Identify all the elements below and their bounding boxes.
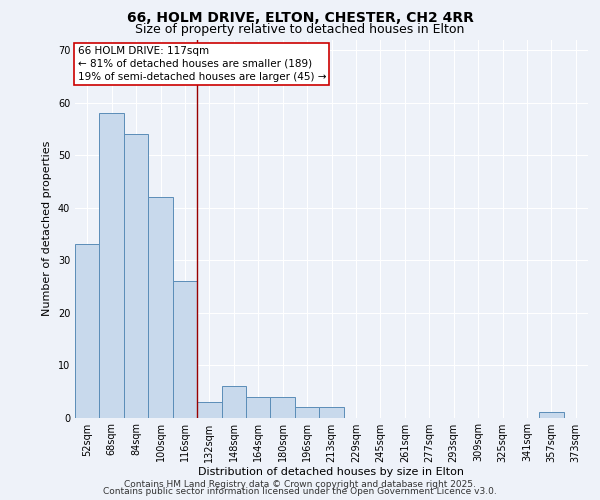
Bar	[271, 396, 295, 417]
Text: Contains public sector information licensed under the Open Government Licence v3: Contains public sector information licen…	[103, 487, 497, 496]
Text: Contains HM Land Registry data © Crown copyright and database right 2025.: Contains HM Land Registry data © Crown c…	[124, 480, 476, 489]
X-axis label: Distribution of detached houses by size in Elton: Distribution of detached houses by size …	[199, 468, 464, 477]
Text: Size of property relative to detached houses in Elton: Size of property relative to detached ho…	[136, 22, 464, 36]
Bar	[75, 244, 100, 418]
Text: 66 HOLM DRIVE: 117sqm
← 81% of detached houses are smaller (189)
19% of semi-det: 66 HOLM DRIVE: 117sqm ← 81% of detached …	[77, 46, 326, 82]
Y-axis label: Number of detached properties: Number of detached properties	[42, 141, 52, 316]
Bar	[124, 134, 148, 418]
Bar	[539, 412, 563, 418]
Text: 66, HOLM DRIVE, ELTON, CHESTER, CH2 4RR: 66, HOLM DRIVE, ELTON, CHESTER, CH2 4RR	[127, 11, 473, 25]
Bar	[295, 407, 319, 418]
Bar	[100, 114, 124, 418]
Bar	[246, 396, 271, 417]
Bar	[319, 407, 344, 418]
Bar	[197, 402, 221, 417]
Bar	[221, 386, 246, 418]
Bar	[173, 281, 197, 417]
Bar	[148, 198, 173, 418]
